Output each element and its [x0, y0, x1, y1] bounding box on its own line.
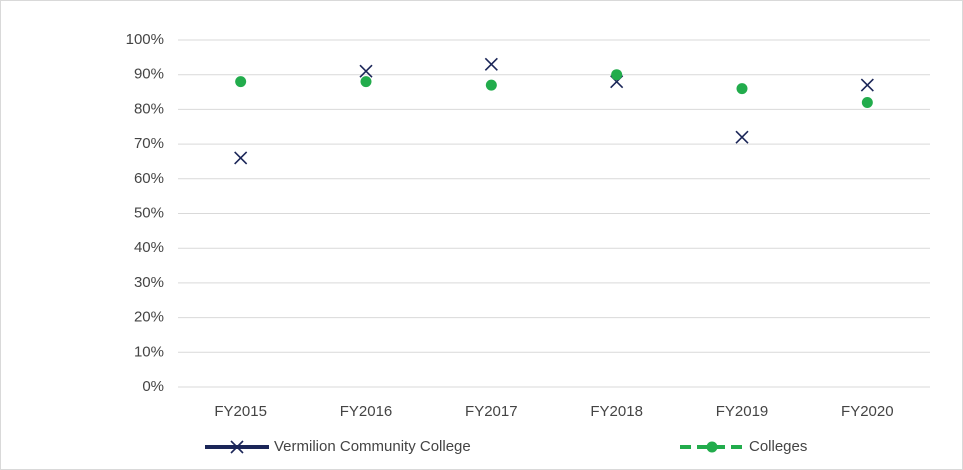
y-tick-label: 0%: [142, 378, 164, 395]
marker-stroke: [230, 440, 244, 454]
y-tick-label: 90%: [134, 66, 164, 83]
marker: [230, 440, 244, 454]
marker: [861, 96, 873, 108]
x-tick-label: FY2019: [716, 403, 769, 420]
marker: [736, 83, 748, 95]
x-tick-label: FY2016: [340, 403, 393, 420]
marker-stroke: [359, 64, 373, 78]
marker: [735, 130, 749, 144]
y-tick-label: 60%: [134, 170, 164, 187]
y-tick-label: 40%: [134, 239, 164, 256]
marker: [235, 76, 247, 88]
marker: [860, 78, 874, 92]
y-tick-label: 100%: [126, 31, 164, 48]
marker: [360, 76, 372, 88]
y-tick-label: 30%: [134, 274, 164, 291]
marker-stroke: [860, 78, 874, 92]
legend-label: Vermilion Community College: [274, 438, 471, 455]
marker-stroke: [234, 151, 248, 165]
marker: [706, 441, 718, 453]
x-tick-label: FY2017: [465, 403, 518, 420]
x-tick-label: FY2018: [590, 403, 643, 420]
legend-label: Colleges: [749, 438, 807, 455]
y-tick-label: 10%: [134, 343, 164, 360]
marker-stroke: [735, 130, 749, 144]
marker-stroke: [484, 57, 498, 71]
y-tick-label: 20%: [134, 309, 164, 326]
marker: [485, 79, 497, 91]
marker: [611, 69, 623, 81]
y-tick-label: 50%: [134, 204, 164, 221]
x-tick-label: FY2020: [841, 403, 894, 420]
marker: [484, 57, 498, 71]
marker: [359, 64, 373, 78]
x-tick-label: FY2015: [214, 403, 267, 420]
marker: [234, 151, 248, 165]
y-tick-label: 80%: [134, 100, 164, 117]
y-tick-label: 70%: [134, 135, 164, 152]
